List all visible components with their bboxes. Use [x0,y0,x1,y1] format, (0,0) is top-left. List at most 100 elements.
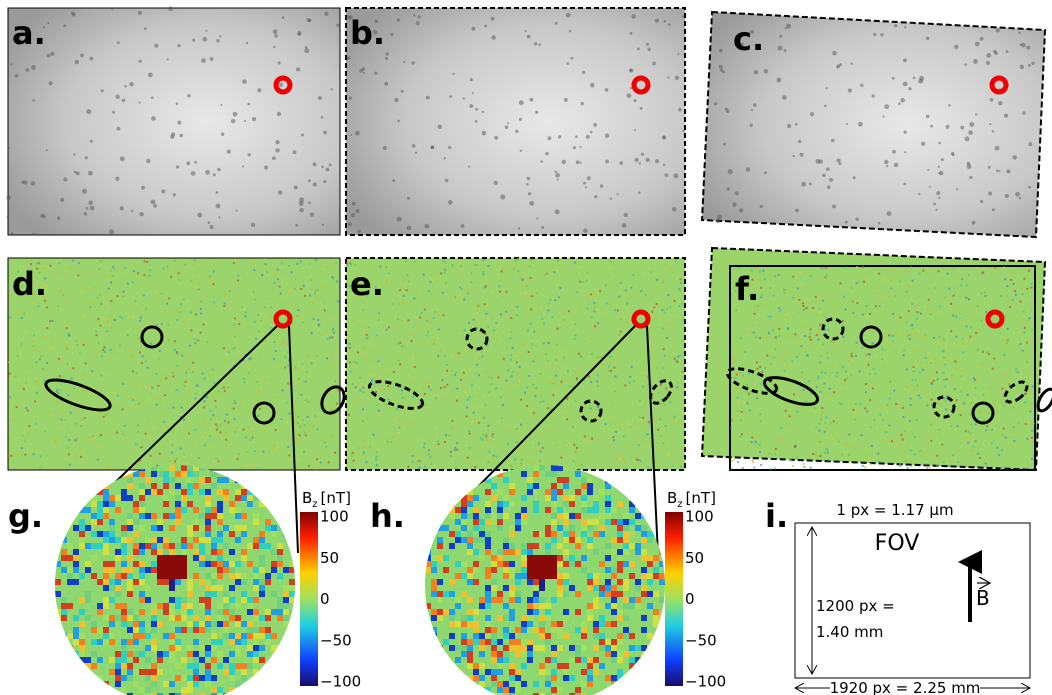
map-pixel [265,507,271,513]
speck [972,450,974,452]
map-pixel [163,471,169,477]
map-pixel [85,579,91,585]
speck [515,260,517,262]
map-pixel [467,561,473,567]
map-pixel [73,657,79,663]
map-pixel [133,573,139,579]
speck [362,420,364,422]
speck [994,428,996,430]
map-pixel [443,537,449,543]
speck [931,456,933,458]
map-pixel [455,585,461,591]
map-pixel [127,591,133,597]
map-pixel [115,687,121,693]
map-pixel [443,483,449,489]
map-pixel [479,627,485,633]
speck [943,461,945,463]
speck [14,375,16,377]
speck [905,270,907,272]
speck [624,468,626,470]
speck [912,368,914,370]
map-pixel [259,627,265,633]
speck [819,362,821,364]
speck [737,371,739,373]
map-pixel [283,501,289,507]
speck [988,353,990,355]
map-pixel [181,669,187,675]
map-pixel [277,495,283,501]
speck [443,386,445,388]
map-pixel [145,537,151,543]
speck [151,387,153,389]
speck [562,160,566,164]
speck [66,346,68,348]
map-pixel [277,477,283,483]
map-pixel [503,669,509,675]
speck [402,397,404,399]
speck [385,266,387,268]
map-pixel [163,627,169,633]
speck [226,354,228,356]
speck [469,396,471,398]
speck [429,281,431,283]
map-pixel [163,507,169,513]
map-pixel [253,633,259,639]
map-pixel [283,681,289,687]
speck [963,343,965,345]
speck [909,420,911,422]
speck [273,46,275,48]
speck [373,361,375,363]
map-pixel [79,675,85,681]
map-pixel [115,495,121,501]
speck [413,364,415,366]
speck [183,456,185,458]
map-pixel [175,507,181,513]
map-pixel [199,567,205,573]
map-pixel [229,525,235,531]
speck [167,269,169,271]
speck [161,395,163,397]
map-pixel [61,639,67,645]
speck [821,371,823,373]
speck [532,384,534,386]
speck [597,322,599,324]
speck [920,313,922,315]
speck [216,39,219,42]
speck [368,326,370,328]
map-pixel [193,549,199,555]
map-pixel [253,573,259,579]
speck [320,462,322,464]
map-pixel [163,597,169,603]
speck [821,407,823,409]
map-pixel [527,633,533,639]
map-pixel [461,651,467,657]
map-pixel [247,639,253,645]
map-pixel [521,501,527,507]
map-pixel [289,615,295,621]
speck [159,453,161,455]
map-pixel [193,681,199,687]
map-pixel [509,501,515,507]
map-pixel [175,579,181,585]
map-pixel [133,609,139,615]
map-pixel [103,609,109,615]
speck [905,460,907,462]
speck [322,286,324,288]
map-pixel [467,489,473,495]
map-pixel [289,531,295,537]
map-pixel [443,501,449,507]
map-pixel [521,681,527,687]
speck [507,267,509,269]
map-pixel [139,621,145,627]
map-pixel [431,543,437,549]
map-pixel [157,501,163,507]
map-pixel [277,597,283,603]
speck [313,7,315,9]
map-pixel [289,483,295,489]
speck [322,224,324,226]
map-pixel [103,621,109,627]
speck [233,112,238,117]
speck [593,123,597,127]
map-pixel [145,573,151,579]
map-pixel [91,675,97,681]
